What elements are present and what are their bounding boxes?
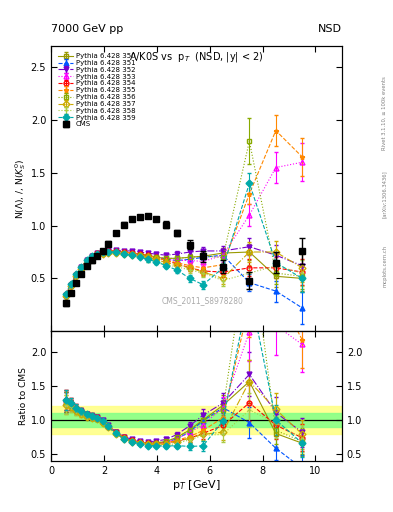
Y-axis label: Ratio to CMS: Ratio to CMS — [19, 367, 28, 425]
Y-axis label: N($\Lambda$), /, N($K^0_S$): N($\Lambda$), /, N($K^0_S$) — [13, 159, 28, 219]
Text: NSD: NSD — [318, 24, 342, 34]
Text: [arXiv:1306.3436]: [arXiv:1306.3436] — [382, 170, 387, 219]
Text: $\Lambda$/K0S vs  p$_T$  (NSD, |y| < 2): $\Lambda$/K0S vs p$_T$ (NSD, |y| < 2) — [129, 50, 264, 65]
Text: CMS_2011_S8978280: CMS_2011_S8978280 — [162, 296, 243, 306]
Text: Rivet 3.1.10, ≥ 100k events: Rivet 3.1.10, ≥ 100k events — [382, 76, 387, 150]
Text: 7000 GeV pp: 7000 GeV pp — [51, 24, 123, 34]
Legend: Pythia 6.428 350, Pythia 6.428 351, Pythia 6.428 352, Pythia 6.428 353, Pythia 6: Pythia 6.428 350, Pythia 6.428 351, Pyth… — [57, 52, 136, 128]
Bar — [51, 406, 342, 434]
X-axis label: p$_T$ [GeV]: p$_T$ [GeV] — [172, 478, 221, 493]
Text: mcplots.cern.ch: mcplots.cern.ch — [382, 245, 387, 287]
Bar — [51, 413, 342, 426]
